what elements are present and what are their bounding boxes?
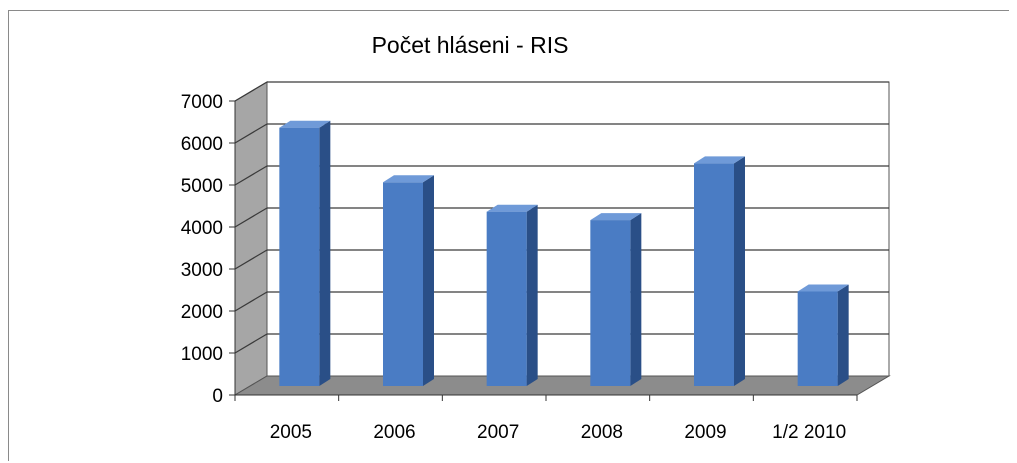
bar-side xyxy=(423,175,434,386)
gridlines xyxy=(234,81,889,354)
bar xyxy=(694,156,745,386)
bar-top xyxy=(279,120,331,128)
floor xyxy=(233,375,891,396)
x-tick-label: 2009 xyxy=(684,422,726,443)
gridline-side xyxy=(234,207,268,228)
bar-front xyxy=(797,291,838,386)
gridline-side xyxy=(234,81,268,102)
bar-front xyxy=(590,220,631,386)
bar-front xyxy=(279,127,320,386)
bar-side xyxy=(837,284,849,386)
y-tick-label: 1000 xyxy=(181,344,223,365)
y-tick-label: 2000 xyxy=(181,302,223,323)
back-wall xyxy=(266,81,890,377)
bar-front xyxy=(694,163,734,386)
y-tick-label: 4000 xyxy=(181,218,223,239)
bar xyxy=(590,213,642,386)
y-tick-label: 6000 xyxy=(181,134,223,155)
y-tick-label: 5000 xyxy=(181,176,223,197)
x-tick-label: 2007 xyxy=(477,422,519,443)
x-tick-label: 1/2 2010 xyxy=(772,422,846,443)
bar xyxy=(279,120,331,386)
bar-top xyxy=(383,175,434,183)
bar-front xyxy=(486,211,527,386)
x-tick-label: 2006 xyxy=(373,422,415,443)
gridline-side xyxy=(234,333,268,354)
bar-top xyxy=(694,156,745,164)
bar-side xyxy=(526,204,538,386)
bar-front xyxy=(383,182,423,386)
gridline-side xyxy=(234,165,268,186)
bar xyxy=(383,175,434,386)
gridline-side xyxy=(234,123,268,144)
side-wall xyxy=(234,81,268,396)
x-axis: 2005 2006 2007 2008 2009 1/2 2010 xyxy=(234,394,858,443)
x-tick-label: 2005 xyxy=(270,422,312,443)
bar-side xyxy=(630,213,642,386)
bar xyxy=(486,204,538,386)
gridline-side xyxy=(234,249,268,270)
bars xyxy=(279,120,849,386)
bar-side xyxy=(319,120,331,386)
bar-top xyxy=(590,213,642,221)
y-tick-label: 3000 xyxy=(181,260,223,281)
gridline-side xyxy=(234,291,268,312)
y-tick-label: 0 xyxy=(212,386,223,407)
bar-top xyxy=(486,204,538,212)
x-tick-label: 2008 xyxy=(581,422,623,443)
y-axis: 0 1000 2000 3000 4000 5000 6000 7000 xyxy=(181,92,236,407)
bar xyxy=(797,284,849,386)
y-tick-label: 7000 xyxy=(181,92,223,113)
bar-side xyxy=(734,156,745,386)
chart-floor xyxy=(233,375,891,396)
chart-walls xyxy=(234,81,890,396)
chart-title: Počet hláseni - RIS xyxy=(372,32,569,58)
bar-top xyxy=(797,284,849,292)
